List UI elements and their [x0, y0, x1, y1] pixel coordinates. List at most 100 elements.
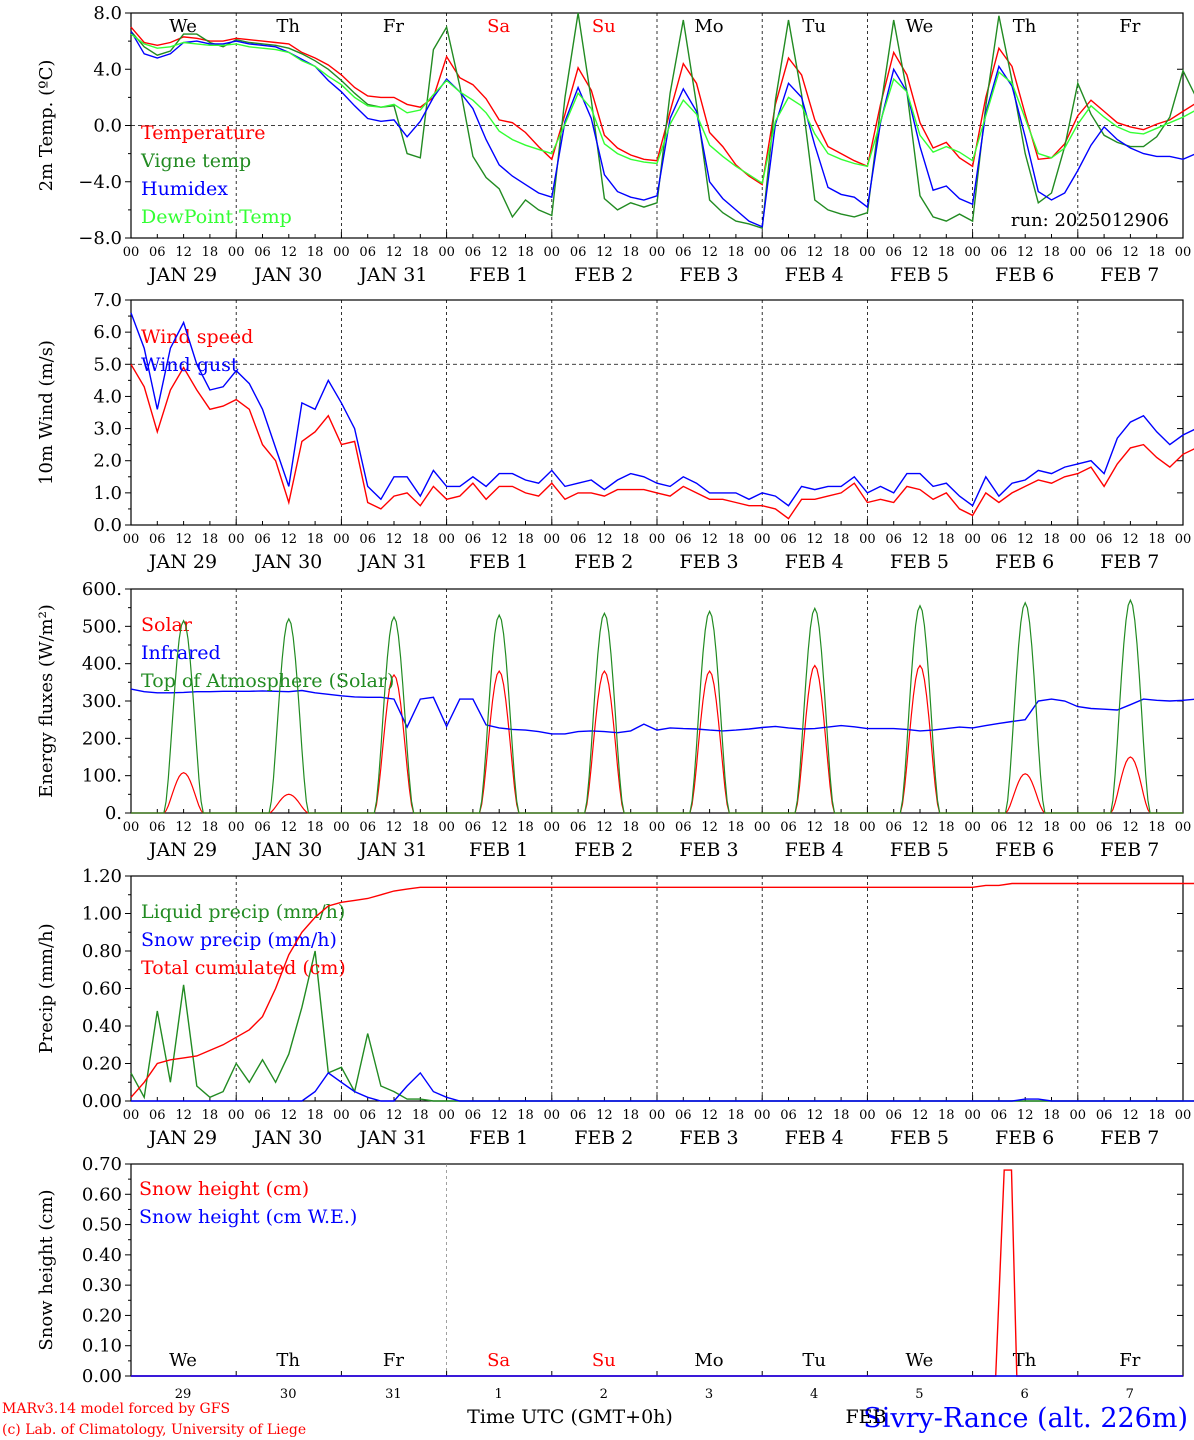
- credit-line-2: (c) Lab. of Climatology, University of L…: [2, 1422, 306, 1438]
- x-date-label: FEB 1: [469, 264, 528, 286]
- x-date-label: JAN 31: [357, 264, 427, 286]
- x-hour-label: 00: [1070, 820, 1087, 835]
- x-hour-label: 00: [333, 245, 350, 260]
- weekday-label: Th: [1013, 16, 1037, 37]
- x-hour-label: 00: [649, 245, 666, 260]
- panel-temp: −8.0 −4.0 0.0 4.0 8.0 2m Temp. (ºC) 00 06 12 18 00…: [36, 3, 1194, 286]
- day-number-label: 29: [175, 1387, 192, 1402]
- y-tick-label: 0.50: [82, 1215, 122, 1236]
- x-hour-label: 00: [754, 1108, 771, 1123]
- x-hour-label: 00: [228, 820, 245, 835]
- x-hour-label: 18: [728, 820, 745, 835]
- weekday-label: Tu: [802, 16, 826, 37]
- x-hour-label: 06: [465, 245, 482, 260]
- x-date-label: FEB 2: [574, 551, 633, 573]
- x-date-label: JAN 31: [357, 551, 427, 573]
- x-date-label: FEB 7: [1100, 839, 1159, 861]
- credit-line-1: MARv3.14 model forced by GFS: [2, 1401, 230, 1417]
- y-tick-label: 2.0: [93, 451, 122, 472]
- day-number-label: 4: [810, 1387, 818, 1402]
- y-tick-label: 5.0: [93, 354, 122, 375]
- x-hour-label: 06: [675, 245, 692, 260]
- x-hour-label: 18: [938, 820, 955, 835]
- x-hour-label: 18: [728, 1108, 745, 1123]
- x-hour-label: 00: [123, 245, 140, 260]
- x-hour-label: 06: [149, 1108, 166, 1123]
- x-date-label: FEB 7: [1100, 1127, 1159, 1149]
- x-date-label: FEB 7: [1100, 551, 1159, 573]
- x-hour-label: 18: [622, 820, 639, 835]
- x-hour-label: 06: [570, 1108, 587, 1123]
- x-hour-label: 00: [964, 245, 981, 260]
- x-hour-label: 06: [885, 245, 902, 260]
- weekday-label: Th: [276, 16, 300, 37]
- x-hour-label: 18: [938, 245, 955, 260]
- panel-energy: 0. 100. 200. 300. 400. 500. 600. Energy fluxes …: [36, 579, 1194, 861]
- x-hour-label: 18: [1148, 1108, 1165, 1123]
- y-tick-label: 0.60: [82, 979, 122, 1000]
- x-hour-label: 12: [175, 532, 192, 547]
- x-hour-label: 00: [964, 820, 981, 835]
- series-line-infrared: [130, 688, 1194, 735]
- y-tick-label: 0.0: [93, 116, 122, 137]
- x-date-label: FEB 6: [995, 1127, 1054, 1149]
- x-hour-label: 00: [438, 820, 455, 835]
- x-hour-label: 18: [1148, 245, 1165, 260]
- y-tick-label: 7.0: [93, 290, 122, 311]
- x-hour-label: 06: [254, 245, 271, 260]
- x-hour-label: 06: [675, 532, 692, 547]
- y-tick-label: 600.: [82, 579, 122, 600]
- y-tick-label: 0.10: [82, 1336, 122, 1357]
- x-hour-label: 18: [517, 245, 534, 260]
- x-hour-label: 00: [438, 532, 455, 547]
- x-date-label: FEB 5: [890, 551, 949, 573]
- y-tick-label: 1.00: [82, 904, 122, 925]
- x-hour-label: 00: [754, 245, 771, 260]
- day-number-label: 6: [1020, 1387, 1028, 1402]
- x-date-label: FEB 4: [785, 839, 844, 861]
- weekday-label: Th: [276, 1350, 300, 1371]
- weekday-label: Mo: [694, 1350, 723, 1371]
- y-tick-label: 3.0: [93, 419, 122, 440]
- series-line-dewpoint-temp: [130, 33, 1194, 185]
- x-hour-label: 06: [149, 820, 166, 835]
- panel-precip: 0.00 0.20 0.40 0.60 0.80 1.00 1.20 Precip (mm/h…: [36, 866, 1194, 1149]
- x-hour-label: 18: [622, 1108, 639, 1123]
- x-date-label: FEB 1: [469, 839, 528, 861]
- y-tick-label: 0.: [105, 803, 122, 824]
- y-tick-label: 0.60: [82, 1184, 122, 1205]
- x-hour-label: 12: [596, 1108, 613, 1123]
- x-hour-label: 12: [701, 245, 718, 260]
- x-hour-label: 18: [833, 1108, 850, 1123]
- y-tick-label: 0.30: [82, 1275, 122, 1296]
- x-hour-label: 18: [307, 245, 324, 260]
- x-hour-label: 12: [175, 820, 192, 835]
- x-hour-label: 06: [885, 532, 902, 547]
- x-hour-label: 00: [438, 1108, 455, 1123]
- weekday-label: Fr: [1119, 16, 1140, 37]
- x-hour-label: 00: [649, 532, 666, 547]
- y-tick-label: 0.0: [93, 515, 122, 536]
- x-date-label: JAN 30: [252, 839, 322, 861]
- x-hour-label: 06: [465, 532, 482, 547]
- x-hour-label: 12: [701, 1108, 718, 1123]
- x-hour-label: 00: [649, 1108, 666, 1123]
- x-hour-label: 12: [1017, 1108, 1034, 1123]
- x-hour-label: 06: [780, 245, 797, 260]
- x-date-label: FEB 5: [890, 1127, 949, 1149]
- day-number-label: 7: [1126, 1387, 1134, 1402]
- x-hour-label: 12: [807, 1108, 824, 1123]
- run-label: run: 2025012906: [1011, 210, 1169, 231]
- weekday-label: Mo: [694, 16, 723, 37]
- series-line-top-of-atmosphere-solar: [131, 598, 1183, 814]
- x-hour-label: 06: [254, 532, 271, 547]
- x-hour-label: 18: [1043, 245, 1060, 260]
- series-line-total-cumulated-cm: [130, 882, 1194, 1098]
- x-hour-label: 18: [412, 1108, 429, 1123]
- x-hour-label: 18: [833, 532, 850, 547]
- x-hour-label: 18: [307, 1108, 324, 1123]
- x-hour-label: 12: [386, 820, 403, 835]
- x-hour-label: 18: [517, 820, 534, 835]
- x-hour-label: 18: [307, 532, 324, 547]
- x-hour-label: 00: [544, 1108, 561, 1123]
